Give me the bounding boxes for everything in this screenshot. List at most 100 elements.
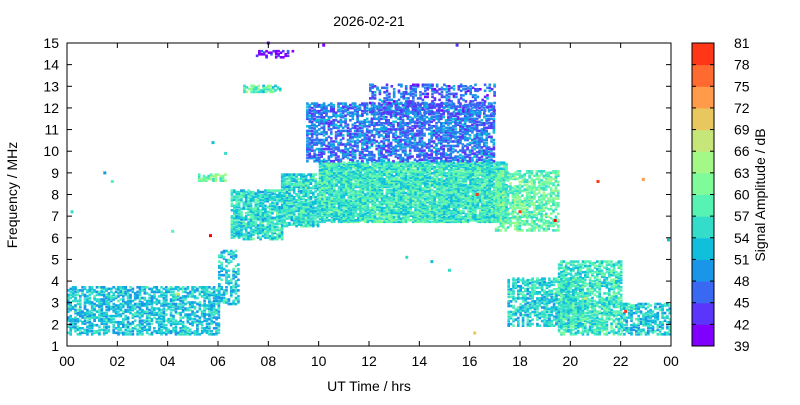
signal-cell (218, 266, 221, 269)
signal-cell (380, 172, 384, 175)
signal-cell (203, 327, 206, 330)
signal-cell (431, 217, 434, 220)
signal-cell (129, 323, 132, 327)
signal-cell (280, 180, 284, 184)
signal-cell (323, 164, 326, 167)
signal-cell (107, 330, 111, 333)
signal-cell (323, 187, 326, 190)
signal-cell (235, 224, 238, 227)
signal-cell (440, 170, 444, 174)
signal-cell (304, 220, 308, 223)
signal-cell (124, 328, 127, 332)
signal-cell (247, 234, 250, 238)
signal-cell (323, 169, 326, 172)
signal-cell (266, 206, 269, 209)
signal-cell (380, 202, 384, 205)
signal-cell (321, 202, 324, 205)
signal-cell (256, 206, 260, 209)
signal-cell (177, 307, 180, 310)
signal-cell (373, 161, 377, 164)
signal-cell (230, 260, 233, 263)
signal-cell (409, 167, 413, 170)
signal-cell (247, 236, 250, 239)
signal-cell (160, 304, 163, 307)
signal-cell (244, 234, 248, 238)
signal-cell (186, 320, 190, 324)
signal-cell (321, 175, 324, 178)
signal-cell (490, 202, 494, 205)
signal-cell (174, 287, 178, 291)
signal-cell (174, 330, 178, 333)
signal-cell (333, 197, 336, 201)
signal-cell (328, 184, 331, 187)
signal-cell (368, 172, 372, 175)
signal-cell (131, 320, 135, 324)
signal-cell (247, 189, 250, 192)
signal-cell (95, 323, 99, 327)
signal-cell (380, 179, 384, 183)
signal-cell (447, 184, 451, 187)
signal-cell (462, 162, 465, 166)
signal-cell (335, 194, 338, 198)
signal-cell (71, 292, 75, 295)
signal-cell (407, 188, 410, 192)
signal-cell (292, 177, 296, 181)
signal-cell (390, 214, 393, 217)
signal-cell (323, 203, 326, 207)
signal-cell (376, 193, 379, 196)
signal-cell (283, 199, 286, 202)
signal-cell (230, 286, 233, 289)
signal-cell (464, 196, 468, 199)
signal-cell (407, 202, 410, 205)
signal-cell (376, 178, 379, 181)
signal-cell (378, 208, 381, 211)
signal-cell (407, 209, 410, 213)
signal-cell (302, 197, 305, 201)
signal-cell (133, 319, 137, 322)
signal-cell (359, 208, 362, 211)
signal-cell (266, 195, 269, 198)
signal-cell (440, 193, 444, 196)
signal-cell (328, 175, 331, 178)
signal-cell (457, 190, 460, 193)
signal-cell (318, 185, 322, 189)
signal-cell (131, 327, 135, 330)
signal-cell (325, 185, 329, 189)
signal-cell (404, 178, 408, 181)
signal-cell (162, 317, 166, 321)
signal-cell (233, 206, 236, 209)
signal-cell (235, 206, 238, 209)
signal-cell (218, 296, 221, 300)
signal-cell (443, 197, 446, 201)
signal-cell (445, 188, 448, 192)
signal-cell (483, 208, 487, 211)
signal-cell (483, 211, 487, 214)
signal-cell (471, 181, 475, 184)
signal-cell (254, 207, 258, 211)
signal-cell (90, 322, 94, 325)
signal-cell (440, 196, 444, 199)
signal-cell (181, 286, 185, 289)
signal-cell (212, 305, 216, 309)
signal-cell (419, 212, 422, 216)
signal-cell (428, 165, 432, 169)
signal-cell (240, 228, 243, 232)
signal-cell (230, 196, 234, 200)
signal-cell (186, 330, 190, 333)
signal-cell (454, 182, 458, 186)
signal-cell (347, 209, 350, 213)
signal-cell (347, 165, 350, 169)
signal-cell (428, 162, 432, 166)
signal-cell (273, 202, 277, 206)
signal-cell (318, 211, 322, 214)
signal-cell (264, 192, 267, 195)
signal-cell (79, 311, 82, 315)
signal-cell (388, 211, 391, 214)
signal-cell (469, 208, 472, 211)
signal-cell (400, 209, 403, 213)
signal-cell (280, 174, 284, 178)
signal-cell (323, 173, 326, 177)
signal-cell (354, 211, 358, 214)
signal-cell (200, 290, 204, 294)
signal-cell (433, 173, 436, 177)
